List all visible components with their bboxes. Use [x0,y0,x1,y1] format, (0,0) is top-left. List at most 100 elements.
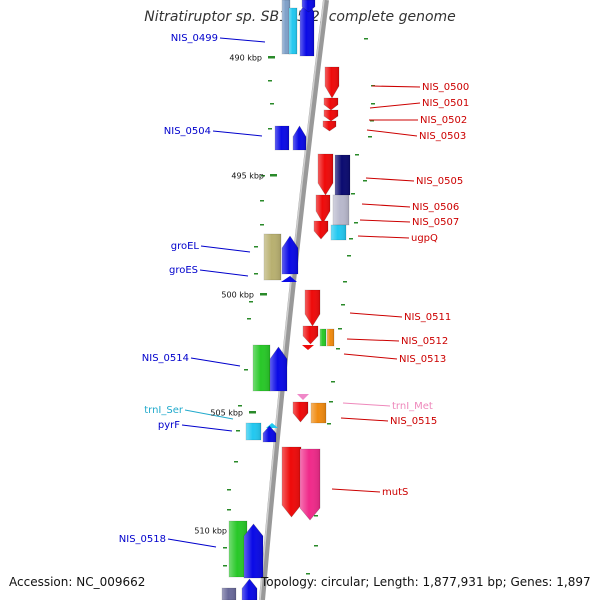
scale-tick [268,56,275,59]
tick-mark [338,328,342,330]
tick-mark [244,369,248,371]
trna-reverse [297,394,309,400]
forward-gene-shade [300,0,314,56]
tick-mark [234,461,238,463]
accession-label: Accession: NC_009662 [9,575,146,589]
reverse-gene-shade [305,290,320,326]
tick-mark [349,238,353,240]
tick-mark [347,255,351,257]
forward-gene-shade [270,347,287,391]
gene-label: pyrF [158,420,180,431]
tick-mark [238,405,242,407]
label-leader-line [184,409,234,420]
gene-label: NIS_0507 [412,217,459,228]
tick-mark [270,103,274,105]
gene-label: NIS_0503 [419,131,466,142]
label-leader-line [357,235,410,239]
scale-tick [270,174,277,177]
reverse-gene-shade [302,0,315,12]
forward-gene-shade [263,426,276,442]
gene-label: mutS [382,487,408,498]
scale-label: 505 kbp [210,409,243,418]
label-leader-line [200,245,251,253]
reverse-gene-shade [324,98,338,110]
label-leader-line [365,177,415,182]
tick-mark [370,120,374,122]
reverse-gene-shade [318,154,333,195]
forward-gene-shade [282,0,290,54]
gene-label: NIS_0506 [412,202,459,213]
label-leader-line [181,424,233,432]
gene-label: NIS_0518 [119,534,166,545]
label-leader-line [371,85,421,88]
reverse-gene-shade [300,449,320,520]
tick-mark [261,175,265,177]
tick-mark [268,128,272,130]
forward-gene-shade [246,423,261,440]
reverse-gene-shade [303,326,318,344]
reverse-gene-shade [335,155,350,195]
forward-gene-shade [244,524,263,578]
tick-mark [343,281,347,283]
forward-gene [281,276,297,282]
forward-gene-shade [289,8,297,54]
reverse-gene-shade [333,195,349,225]
reverse-gene-shade [314,221,328,239]
tick-mark [268,80,272,82]
gene-label: NIS_0500 [422,82,469,93]
label-leader-line [199,269,249,277]
label-leader-line [359,219,411,223]
tick-mark [364,38,368,40]
reverse-gene-shade [316,195,330,223]
tick-mark [247,318,251,320]
tick-mark [351,193,355,195]
forward-gene-shade [253,345,270,391]
gene-label: trnI_Met [392,401,433,412]
gene-label: NIS_0504 [164,126,211,137]
tick-mark [329,401,333,403]
reverse-gene-shade [293,402,308,422]
scale-label: 490 kbp [229,54,262,63]
reverse-gene-shade [311,403,326,423]
tick-mark [314,545,318,547]
tick-mark [368,136,372,138]
gene-label: NIS_0511 [404,312,451,323]
tick-mark [254,273,258,275]
tick-mark [223,547,227,549]
scale-label: 510 kbp [194,527,227,536]
genome-summary: Topology: circular; Length: 1,877,931 bp… [261,575,591,589]
tick-mark [363,180,367,182]
tick-mark [314,515,318,517]
gene-label: NIS_0512 [401,336,448,347]
scale-tick [260,293,267,296]
gene-label: NIS_0502 [420,115,467,126]
forward-gene-shade [293,126,306,150]
dna-backbone [259,0,329,600]
gene-label: NIS_0505 [416,176,463,187]
label-leader-line [331,488,381,493]
forward-gene-shade [264,234,281,280]
label-leader-line [346,338,400,342]
tick-mark [306,573,310,575]
label-leader-line [219,37,266,43]
tick-mark [254,246,258,248]
tick-mark [260,200,264,202]
gene-label: groEL [171,241,200,252]
tick-mark [354,222,358,224]
reverse-gene-shade [331,225,346,240]
gene-label: trnI_Ser [144,405,184,416]
forward-gene-shade [275,126,289,150]
tick-mark [223,565,227,567]
reverse-gene-shade [324,110,338,121]
reverse-gene-shade [325,67,339,98]
label-leader-line [369,102,421,109]
label-leader-line [190,357,241,367]
tick-mark [355,154,359,156]
gene-label: ugpQ [411,233,438,244]
scale-label: 500 kbp [221,291,254,300]
tick-mark [371,103,375,105]
label-leader-line [343,353,398,360]
tick-mark [341,304,345,306]
label-leader-line [167,538,217,548]
